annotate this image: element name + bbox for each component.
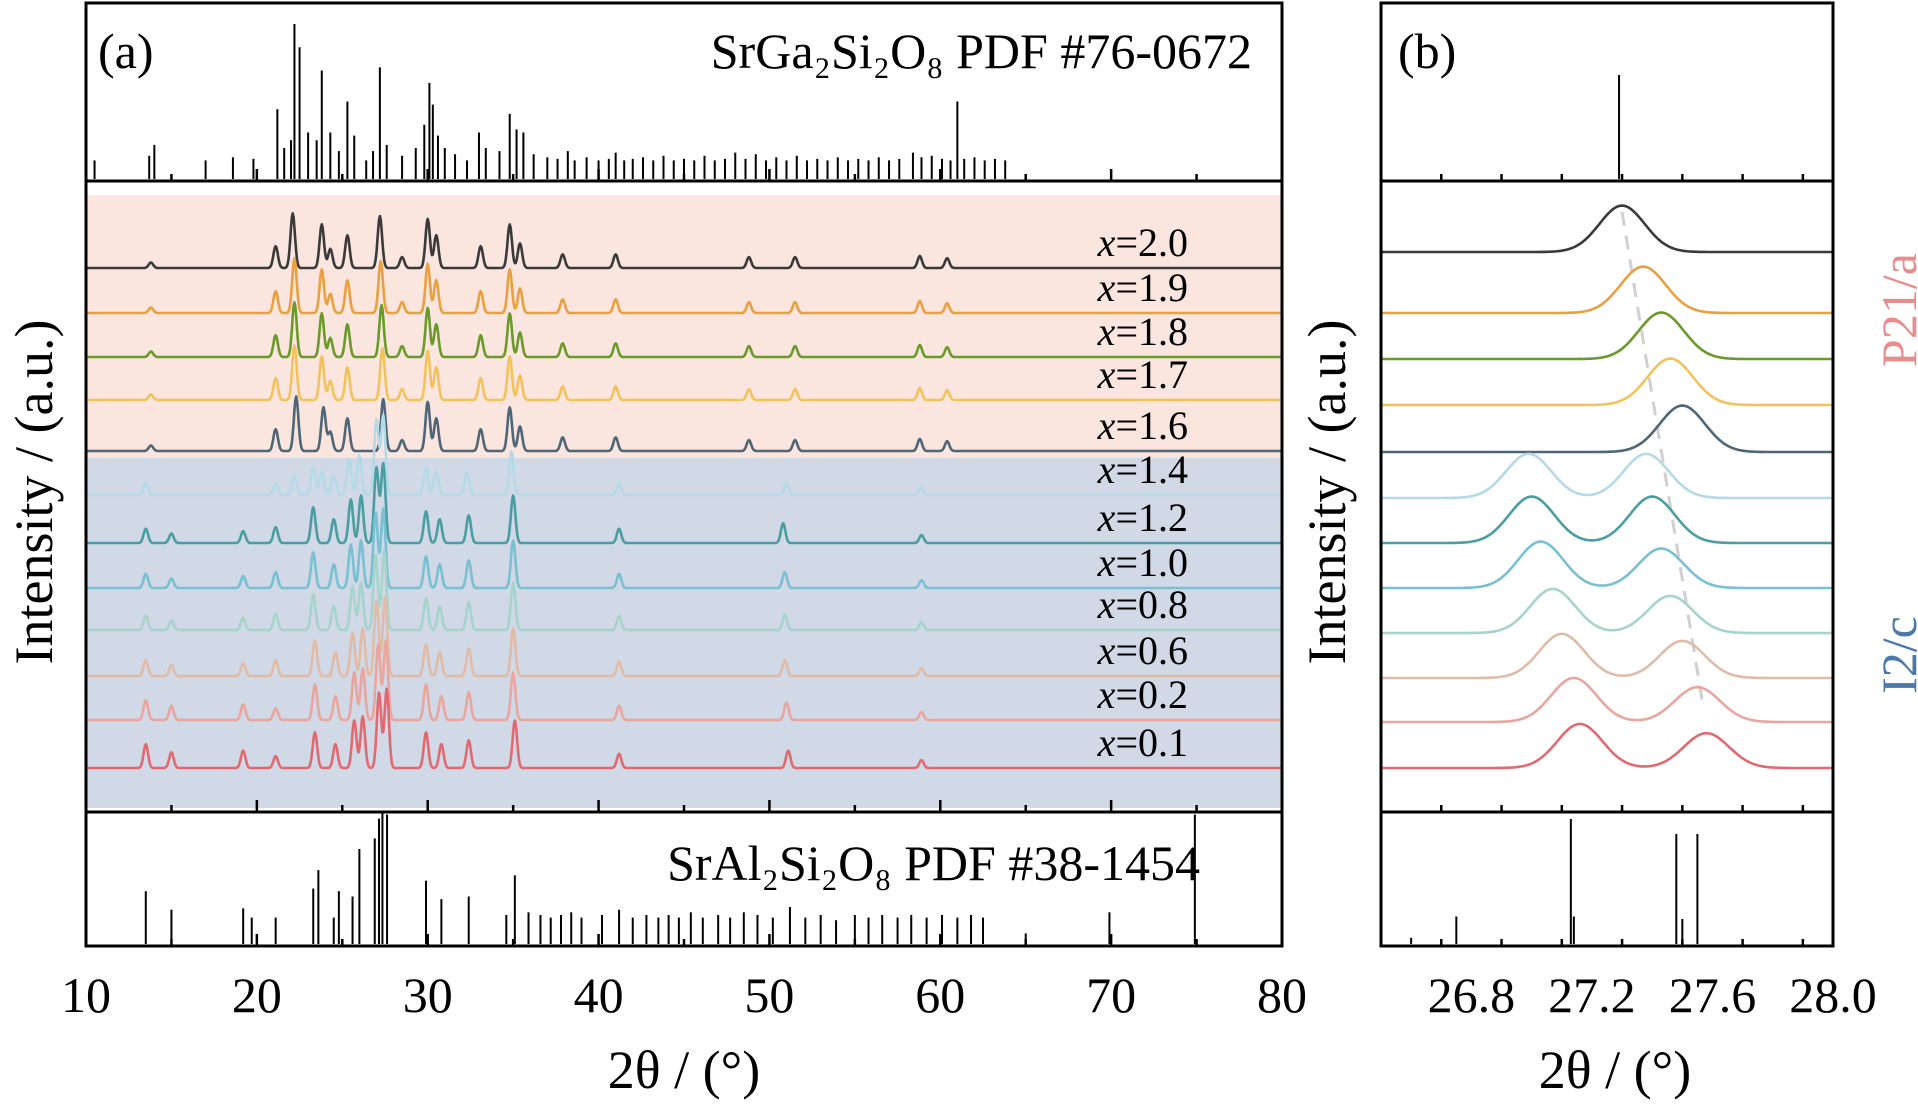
panel-b-main-frame (1379, 179, 1835, 814)
panel-a-x-tick-label: 60 (915, 967, 965, 1023)
panel-a-top-reference-bars (93, 24, 1007, 179)
panel-a-bottom-reference-title: SrAl₂Si₂O₈ PDF #38-1454 (667, 835, 1200, 891)
pattern-x-1-2 (85, 461, 1283, 545)
panel-a-shade-i2c (86, 458, 1282, 808)
pattern-x-1-9 (85, 257, 1283, 315)
panel-a-patterns: x=2.0x=1.9x=1.8x=1.7 x=1.6x=1.4x=1.2x=1.0… (85, 212, 1283, 770)
panel-a-x-tick-label: 50 (744, 967, 794, 1023)
pattern-x-0-2 (85, 639, 1283, 722)
pattern-x-1-8 (85, 301, 1283, 359)
pattern-x-1-4 (85, 413, 1283, 497)
panel-b-pattern-x-1-4 (1381, 452, 1833, 500)
panel-b-pattern-x-1-8 (1381, 311, 1833, 361)
series-label-x-1-6: x=1.6 (1097, 403, 1188, 448)
panel-b-pattern-x-0-6 (1381, 632, 1833, 680)
panel-a-x-tick-label: 80 (1257, 967, 1307, 1023)
panel-a-x-tick-label: 10 (61, 967, 111, 1023)
series-label-x-2-0: x=2.0 (1097, 220, 1188, 265)
pattern-x-1-6 (85, 395, 1283, 453)
phase-label-p21a: P21/a (1871, 253, 1918, 367)
panel-b-pattern-x-0-1 (1381, 722, 1833, 770)
panel-b-pattern-x-1-2 (1381, 495, 1833, 545)
panel-b-pattern-x-0-2 (1381, 676, 1833, 724)
panel-b-x-tick-label: 28.0 (1789, 967, 1877, 1023)
panel-b-bottom-frame (1379, 810, 1835, 948)
panel-a-label: (a) (98, 23, 154, 79)
series-label-x-0-8: x=0.8 (1097, 582, 1188, 627)
series-label-x-1-8: x=1.8 (1097, 309, 1188, 354)
pattern-x-0-6 (85, 595, 1283, 678)
panel-a-y-axis-title: Intensity / (a.u.) (4, 320, 64, 665)
panel-a-top-reference-title: SrGa₂Si₂O₈ PDF #76-0672 (711, 23, 1252, 79)
panel-b-guide-line (1620, 211, 1705, 709)
panel-a-x-tick-label: 40 (574, 967, 624, 1023)
panel-b-x-tick-label: 27.2 (1548, 967, 1636, 1023)
panel-b-y-axis-title: Intensity / (a.u.) (1297, 320, 1357, 665)
panel-a: x=2.0x=1.9x=1.8x=1.7 x=1.6x=1.4x=1.2x=1.0… (4, 1, 1307, 1100)
panel-a-x-ticks: 10 20 30 40 50 60 70 80 (61, 169, 1307, 1023)
panel-a-x-tick-label: 20 (232, 967, 282, 1023)
panel-b-x-tick-label: 27.6 (1669, 967, 1757, 1023)
panel-b-pattern-x-1-6 (1381, 404, 1833, 454)
panel-b-x-tick-label: 26.8 (1428, 967, 1516, 1023)
pattern-x-1-0 (85, 507, 1283, 590)
panel-a-x-tick-label: 70 (1086, 967, 1136, 1023)
pattern-x-2-0 (85, 212, 1283, 270)
series-label-x-1-7: x=1.7 (1097, 352, 1188, 397)
pattern-x-0-8 (85, 549, 1283, 632)
panel-a-bottom-reference-bars (144, 812, 1196, 944)
phase-label-i2c: I2/c (1871, 616, 1918, 694)
panel-b-patterns (1381, 204, 1833, 770)
panel-b-pattern-x-0-8 (1381, 587, 1833, 635)
panel-a-shade-p21a (86, 195, 1282, 458)
panel-b-pattern-x-2-0 (1381, 204, 1833, 254)
panel-b-pattern-x-1-9 (1381, 265, 1833, 315)
series-label-x-1-9: x=1.9 (1097, 265, 1188, 310)
panel-b-x-ticks: 26.8 27.2 27.6 28.0 (1379, 174, 1877, 1023)
panel-a-x-tick-label: 30 (403, 967, 453, 1023)
series-label-x-1-4: x=1.4 (1097, 447, 1188, 492)
panel-b-pattern-x-1-7 (1381, 357, 1833, 407)
series-label-x-0-6: x=0.6 (1097, 628, 1188, 673)
panel-b-bottom-reference-bars (1410, 819, 1699, 944)
pattern-x-0-1 (85, 687, 1283, 770)
series-label-x-1-0: x=1.0 (1097, 540, 1188, 585)
panel-b-label: (b) (1398, 23, 1456, 79)
series-label-x-0-2: x=0.2 (1097, 672, 1188, 717)
series-label-x-0-1: x=0.1 (1097, 720, 1188, 765)
series-label-x-1-2: x=1.2 (1097, 495, 1188, 540)
panel-a-x-axis-title: 2θ / (°) (608, 1040, 760, 1100)
pattern-x-1-7 (85, 344, 1283, 402)
guide-dashed-line (1620, 211, 1705, 709)
panel-b-pattern-x-1-0 (1381, 540, 1833, 590)
panel-b: 26.8 27.2 27.6 28.0 (b) 2θ / (°) Intensity … (1297, 1, 1918, 1100)
panel-b-x-axis-title: 2θ / (°) (1539, 1040, 1691, 1100)
